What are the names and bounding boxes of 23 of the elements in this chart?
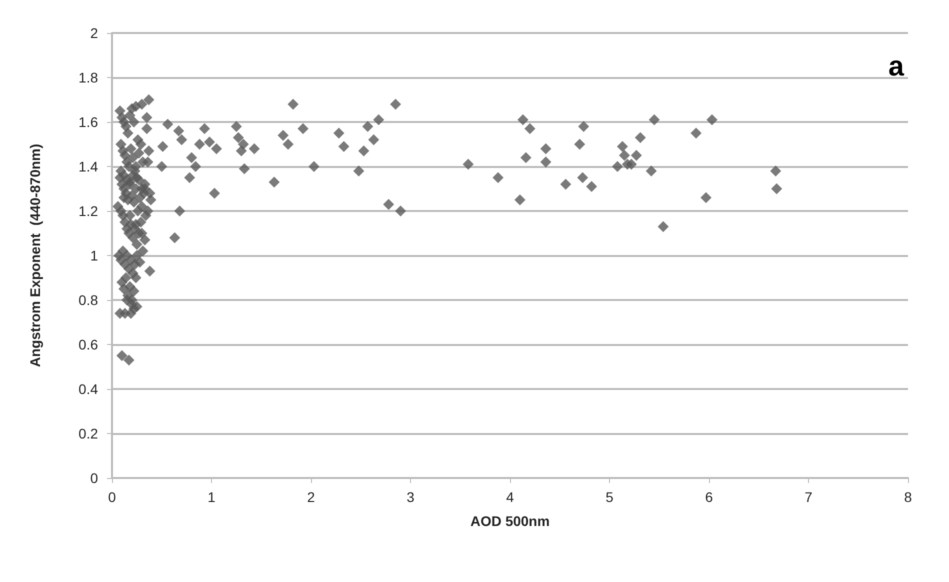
- x-tick-label: 1: [208, 489, 216, 505]
- x-tick-label: 3: [406, 489, 415, 505]
- x-tick-label: 2: [307, 489, 316, 505]
- y-tick-label: 1: [90, 248, 98, 264]
- y-tick-label: 1.4: [78, 158, 98, 174]
- y-tick-label: 0: [90, 470, 98, 486]
- x-tick-label: 0: [108, 489, 116, 505]
- x-tick-label: 4: [506, 489, 514, 505]
- x-tick-label: 6: [705, 489, 714, 505]
- y-tick-label: 1.8: [78, 70, 98, 86]
- y-tick-label: 2: [90, 25, 98, 41]
- y-tick-label: 0.8: [78, 292, 98, 308]
- x-axis-title: AOD 500nm: [470, 513, 550, 529]
- y-tick-label: 1.2: [78, 203, 98, 219]
- x-tick-label: 5: [606, 489, 614, 505]
- y-tick-label: 0.6: [78, 336, 98, 352]
- y-tick-label: 1.6: [78, 114, 98, 130]
- x-tick-label: 7: [804, 489, 813, 505]
- y-tick-label: 0.2: [78, 426, 98, 442]
- y-tick-label: 0.4: [78, 381, 98, 397]
- y-axis-title: Angstrom Exponent (440-870nm): [27, 144, 43, 368]
- x-tick-label: 8: [904, 489, 912, 505]
- annotation: a: [888, 50, 904, 82]
